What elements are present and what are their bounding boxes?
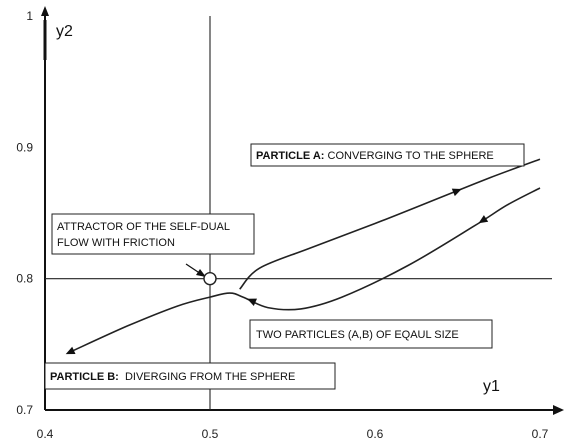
attractor-point [203,271,217,286]
y-tick-label: 0.8 [16,272,33,286]
x-tick-label: 0.5 [202,427,219,441]
two-particles-label: TWO PARTICLES (A,B) OF EQAUL SIZE [256,329,459,341]
y-axis-arrowhead [41,6,49,16]
particle-a-trajectory [239,158,541,290]
attractor-label-box [51,213,255,255]
particle-a-label: PARTICLE A: CONVERGING TO THE SPHERE [256,150,494,162]
y-axis-label: y2 [56,23,73,40]
two-particles-label-box [249,319,493,349]
direction-arrowhead [65,346,76,355]
y-tick-label: 1 [26,9,33,23]
y-tick-label: 0.9 [16,140,33,154]
x-tick-label: 0.6 [367,427,384,441]
x-tick-label: 0.7 [532,427,549,441]
particle-b-label: PARTICLE B: DIVERGING FROM THE SPHERE [50,371,295,383]
particle-a-label-bold: PARTICLE A: [256,150,324,162]
attractor-label-line-2: FLOW WITH FRICTION [57,237,175,249]
direction-arrowhead [478,215,489,224]
particle-a-label-text: CONVERGING TO THE SPHERE [324,150,493,162]
direction-arrows [65,188,489,355]
x-axis-label: y1 [483,378,500,395]
attractor-leader-arrowhead [196,269,206,277]
x-tick-label: 0.4 [37,427,54,441]
particle-b-label-bold: PARTICLE B: [50,371,119,383]
direction-arrowhead [247,298,257,306]
attractor-label-line-1: ATTRACTOR OF THE SELF-DUAL [57,221,230,233]
direction-arrowhead [451,188,462,197]
particle-b-label-text: DIVERGING FROM THE SPHERE [119,371,295,383]
x-axis-arrowhead [553,405,564,415]
particle-b-label-box [44,362,336,390]
particle-b-trajectory [69,187,541,353]
y-tick-label: 0.7 [16,403,33,417]
particle-a-label-box [250,143,525,167]
